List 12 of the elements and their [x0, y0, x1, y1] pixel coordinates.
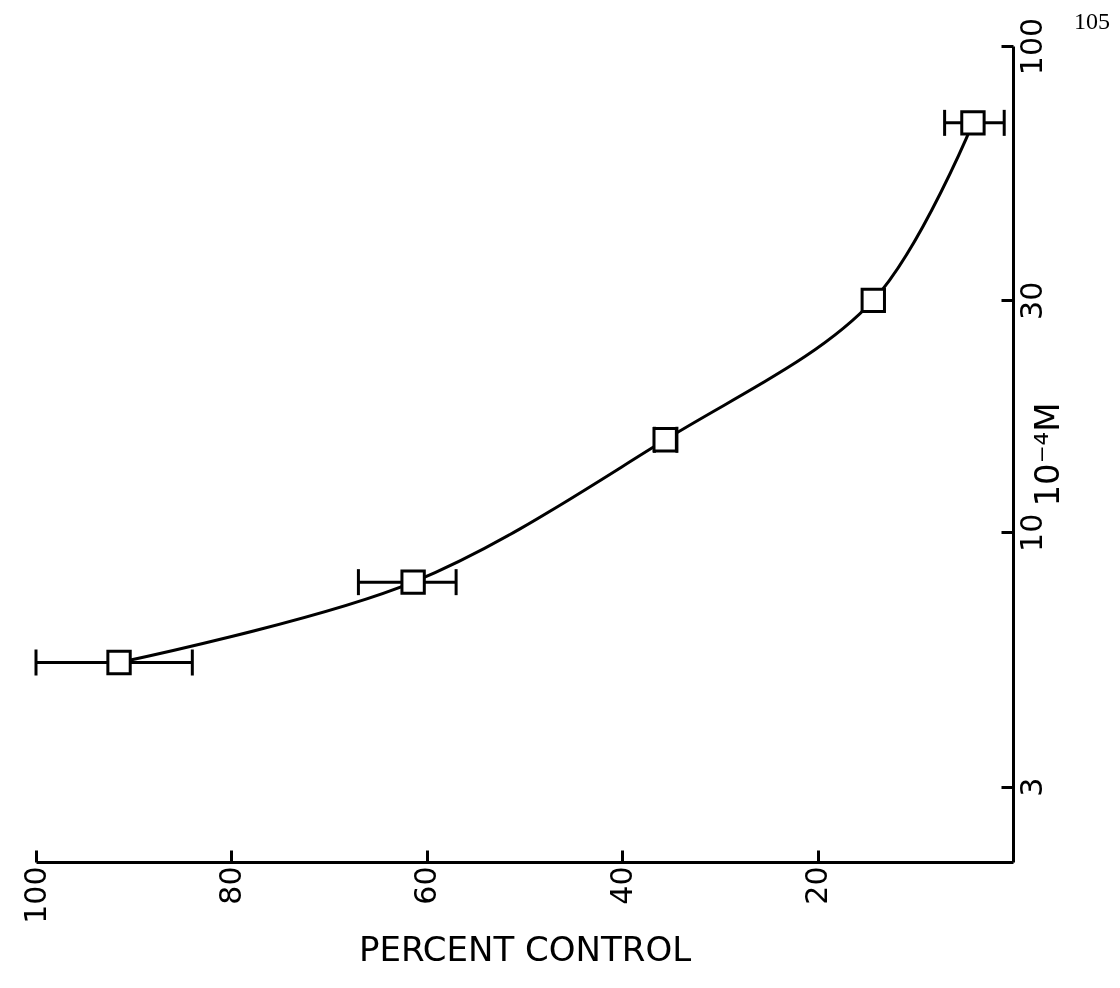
- x-tick-label: 40: [603, 866, 639, 905]
- x-tick-label: 80: [212, 866, 248, 905]
- x-axis-title: PERCENT CONTROL: [358, 928, 692, 969]
- x-tick-label: 100: [17, 866, 53, 924]
- y-tick-label: 10: [1013, 513, 1049, 552]
- y-tick-label: 30: [1013, 281, 1049, 320]
- y-tick-label: 100: [1013, 17, 1049, 76]
- text: 105: [1074, 8, 1110, 35]
- x-tick-label: 60: [408, 866, 444, 905]
- y-axis-title: 10⁻⁴M: [1026, 402, 1067, 507]
- x-tick-label: 20: [799, 866, 835, 905]
- y-tick-label: 3: [1013, 777, 1049, 797]
